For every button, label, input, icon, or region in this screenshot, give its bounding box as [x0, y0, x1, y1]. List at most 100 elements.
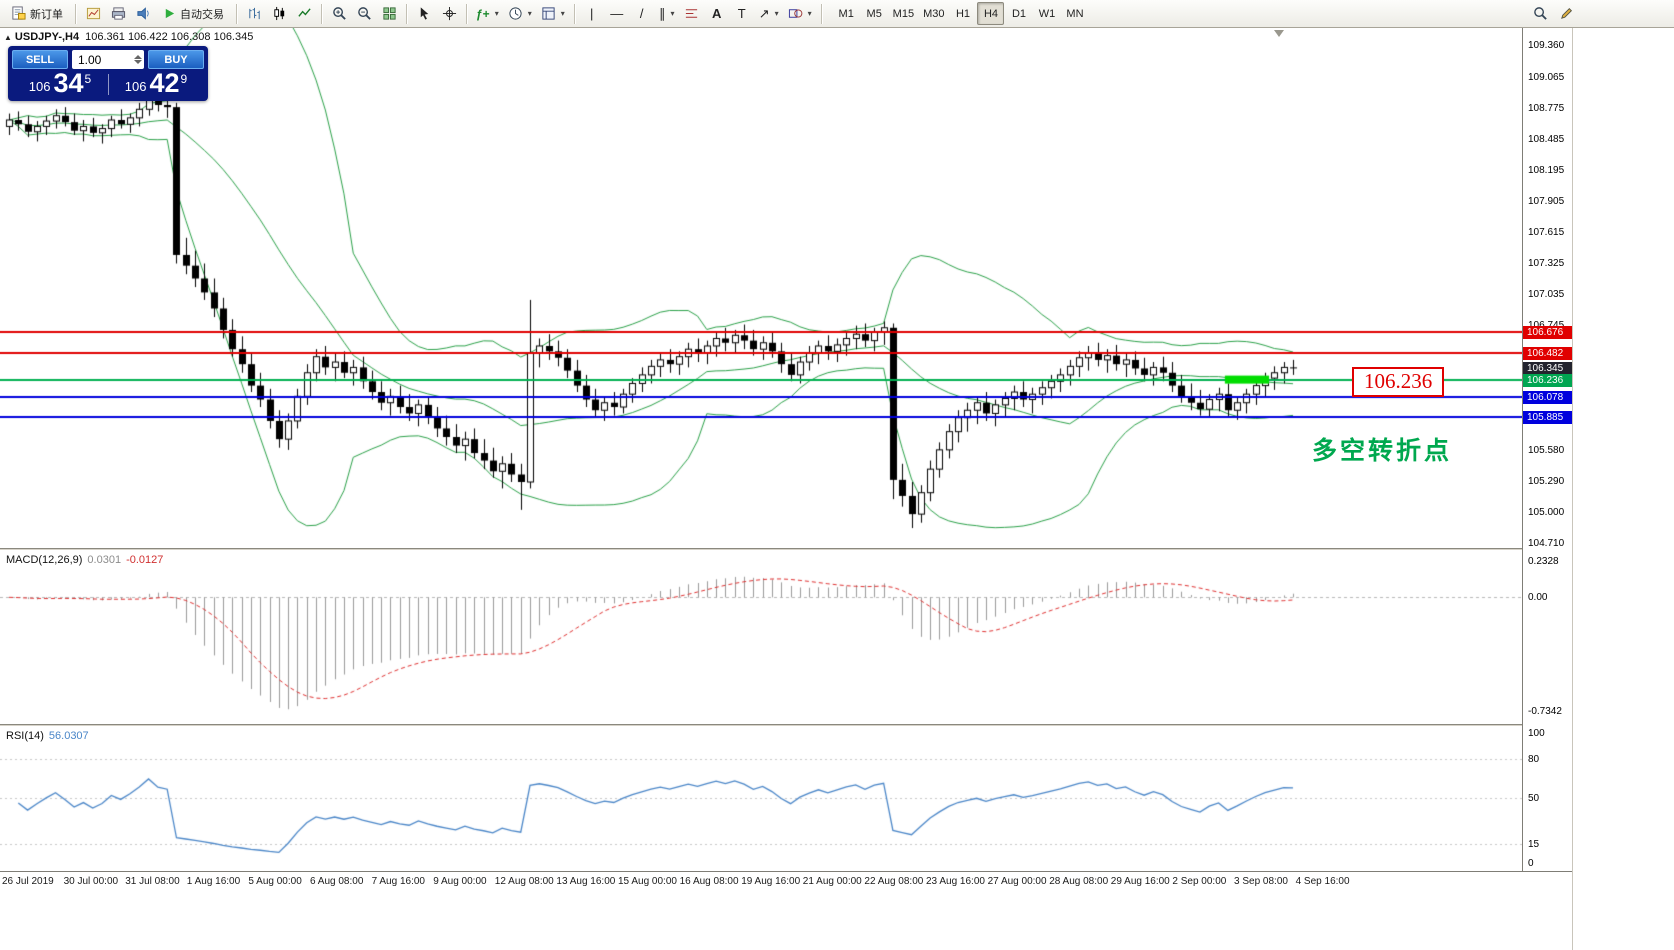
line-chart-icon [297, 6, 312, 21]
cursor-button[interactable] [412, 2, 436, 25]
price-axis-label: 108.775 [1528, 102, 1565, 114]
sell-price-prefix: 106 [28, 79, 51, 94]
time-axis-label: 21 Aug 00:00 [802, 876, 862, 887]
edit-button[interactable] [1554, 2, 1578, 25]
channel-icon: ∥ [658, 6, 666, 21]
price-axis[interactable]: 109.360 109.065 108.775 108.485 108.195 107.9… [1522, 28, 1572, 895]
time-axis-label: 16 Aug 08:00 [679, 876, 739, 887]
rsi-canvas[interactable] [0, 727, 1522, 871]
volume-up-icon[interactable] [134, 55, 142, 59]
bars-chart-icon [247, 6, 262, 21]
autotrading-button[interactable]: 自动交易 [156, 2, 231, 25]
zoom-out-button[interactable] [352, 2, 376, 25]
rsi-label: RSI(14) 56.0307 [6, 730, 89, 742]
timeframe-m5-button[interactable]: M5 [861, 2, 888, 25]
print-button[interactable] [106, 2, 130, 25]
main-chart-canvas[interactable] [0, 28, 1522, 548]
panel-separator[interactable] [0, 724, 1572, 727]
time-axis-label: 31 Jul 08:00 [125, 876, 180, 887]
chevron-down-icon: ▾ [774, 9, 779, 18]
indicators-button[interactable]: ƒ+ ▾ [472, 2, 503, 25]
toolbar-separator [321, 3, 322, 24]
timeframe-m1-button[interactable]: M1 [833, 2, 860, 25]
search-button[interactable] [1528, 2, 1552, 25]
timeframe-mn-button[interactable]: MN [1061, 2, 1088, 25]
price-tag: 106.676 [1523, 326, 1572, 340]
zoom-in-button[interactable] [327, 2, 351, 25]
buy-price-big: 42 [149, 68, 180, 98]
time-axis-label: 1 Aug 16:00 [186, 876, 241, 887]
volume-input[interactable]: 1.00 [72, 50, 144, 69]
chinese-annotation[interactable]: 多空转折点 [1312, 437, 1453, 465]
trendline-button[interactable]: / [630, 2, 654, 25]
price-axis-label: 109.065 [1528, 71, 1565, 83]
candlestick-chart-button[interactable] [267, 2, 291, 25]
line-chart-button[interactable] [292, 2, 316, 25]
fibonacci-button[interactable] [680, 2, 704, 25]
time-axis-label: 22 Aug 08:00 [864, 876, 924, 887]
one-click-trading-panel: SELL 1.00 BUY 106 34 5 106 42 9 [8, 46, 208, 101]
timeframe-m15-button[interactable]: M15 [889, 2, 918, 25]
rsi-axis-label: 50 [1528, 793, 1540, 805]
new-order-icon [11, 6, 26, 21]
price-tag: 105.885 [1523, 411, 1572, 425]
new-order-label: 新订单 [30, 8, 63, 21]
time-axis-label: 4 Sep 16:00 [1295, 876, 1350, 887]
timeframe-w1-button[interactable]: W1 [1033, 2, 1060, 25]
templates-button[interactable]: ▾ [537, 2, 569, 25]
sell-price[interactable]: 106 34 5 [29, 70, 91, 97]
macd-main-value: 0.0301 [87, 554, 122, 566]
price-axis-label: 109.360 [1528, 40, 1565, 52]
time-axis-label: 15 Aug 00:00 [618, 876, 677, 887]
volume-down-icon[interactable] [134, 60, 142, 64]
macd-canvas[interactable] [0, 551, 1522, 724]
autotrading-icon [163, 7, 176, 20]
time-axis-label: 19 Aug 16:00 [741, 876, 801, 887]
price-axis-label: 105.290 [1528, 475, 1565, 487]
label-button[interactable]: T [730, 2, 754, 25]
news-button[interactable] [131, 2, 155, 25]
shapes-button[interactable]: ▾ [784, 2, 816, 25]
timeframe-h4-button[interactable]: H4 [977, 2, 1005, 25]
buy-button[interactable]: BUY [148, 50, 204, 69]
timeframe-d1-button[interactable]: D1 [1005, 2, 1032, 25]
bars-chart-button[interactable] [242, 2, 266, 25]
periods-button[interactable]: ▾ [504, 2, 536, 25]
news-icon [136, 6, 151, 21]
price-axis-label: 104.710 [1528, 538, 1565, 550]
rsi-axis-label: 0 [1528, 858, 1534, 870]
timeframe-m30-button[interactable]: M30 [919, 2, 948, 25]
arrow-button[interactable]: ↗ ▾ [755, 2, 783, 25]
price-axis-label: 108.485 [1528, 133, 1565, 145]
volume-stepper[interactable] [134, 55, 142, 64]
chart-list-button[interactable] [81, 2, 105, 25]
sell-button[interactable]: SELL [12, 50, 68, 69]
fibonacci-icon [684, 6, 699, 21]
macd-axis-label: 0.00 [1528, 592, 1548, 604]
macd-label: MACD(12,26,9) 0.0301 -0.0127 [6, 554, 163, 566]
channel-button[interactable]: ∥ ▾ [655, 2, 679, 25]
new-order-button[interactable]: 新订单 [4, 2, 70, 25]
zoom-out-icon [357, 6, 372, 21]
rsi-axis-label: 15 [1528, 838, 1540, 850]
rsi-value: 56.0307 [48, 730, 89, 742]
crosshair-button[interactable] [437, 2, 461, 25]
chart-shift-marker-icon[interactable] [1274, 30, 1284, 37]
time-axis-label: 12 Aug 08:00 [494, 876, 554, 887]
macd-name: MACD(12,26,9) [6, 554, 83, 566]
panel-separator[interactable] [0, 548, 1572, 551]
timeframe-h1-button[interactable]: H1 [949, 2, 976, 25]
symbol-ohlc-line: ▲ USDJPY-,H4 106.361 106.422 106.308 106.3… [4, 31, 253, 43]
one-click-collapse-icon[interactable]: ▲ [4, 33, 12, 42]
text-button[interactable]: A [705, 2, 729, 25]
tile-windows-button[interactable] [377, 2, 401, 25]
horizontal-line-button[interactable]: — [605, 2, 629, 25]
buy-price[interactable]: 106 42 9 [125, 70, 187, 97]
price-callout[interactable]: 106.236 [1352, 367, 1445, 397]
sell-price-big: 34 [53, 68, 84, 98]
time-axis[interactable]: 26 Jul 2019 30 Jul 00:00 31 Jul 08:00 1 Aug… [0, 871, 1572, 895]
edit-icon [1559, 6, 1574, 21]
time-axis-label: 6 Aug 08:00 [310, 876, 364, 887]
vertical-line-button[interactable]: | [580, 2, 604, 25]
